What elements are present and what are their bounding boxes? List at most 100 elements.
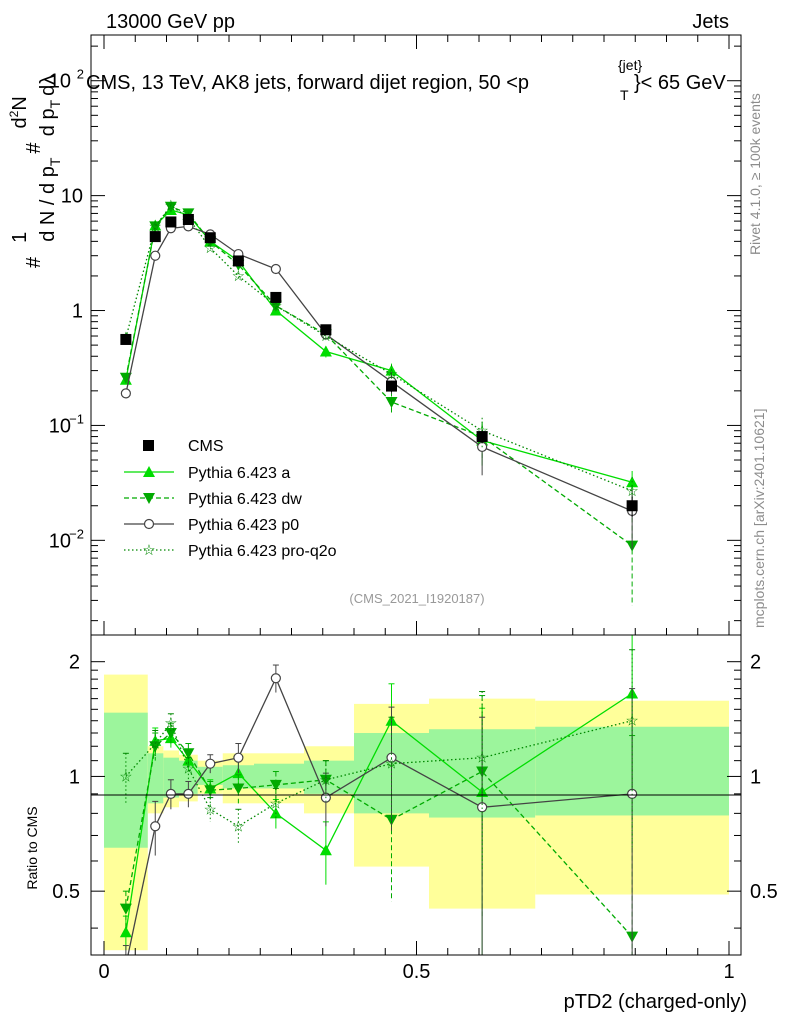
series-marker-1 [149, 221, 162, 233]
ratio-marker-1 [232, 783, 245, 795]
ratio-marker-0 [319, 844, 332, 856]
ratio-band-inner [163, 757, 179, 798]
y-tick-label: 10 [49, 71, 71, 93]
ratio-marker-3: ☆ [475, 750, 488, 767]
y-tick-label: 10 [61, 186, 83, 208]
ratio-marker-1 [182, 748, 195, 760]
y-tick-label-exp: −1 [69, 411, 84, 426]
y-tick-label: 10 [49, 530, 71, 552]
data-point [149, 231, 161, 243]
legend-marker-dw [143, 493, 155, 504]
chart-title-sup: {jet} [618, 57, 642, 73]
series-marker-1 [385, 396, 398, 408]
ratio-marker-3: ☆ [625, 713, 638, 730]
series-marker-0 [319, 345, 332, 357]
ratio-marker-3: ☆ [385, 756, 398, 773]
category-label: Jets [692, 11, 729, 33]
series-marker-3: ☆ [164, 198, 177, 215]
ratio-marker-2 [233, 752, 244, 763]
legend-label-pro: Pythia 6.423 pro-q2o [188, 543, 337, 560]
ratio-marker-3: ☆ [119, 768, 132, 785]
ratio-line-3 [125, 720, 633, 828]
ratio-marker-1 [119, 903, 132, 915]
y-axis-label: #1 d N / d pT#d2Nd pTdλ [7, 75, 63, 268]
series-marker-3: ☆ [625, 483, 638, 500]
legend: CMS Pythia 6.423 a Pythia 6.423 dw Pythi… [124, 438, 337, 560]
ratio-tick-label: 1 [69, 766, 80, 788]
data-point [120, 333, 132, 345]
data-point [386, 380, 397, 392]
ratio-marker-2 [150, 821, 161, 832]
ratio-marker-1 [164, 728, 177, 740]
series-line-3 [125, 204, 633, 492]
series-marker-3: ☆ [385, 366, 398, 383]
ratio-band-inner [179, 760, 198, 794]
series-line-1 [125, 206, 633, 547]
ratio-y-label: Ratio to CMS [24, 806, 40, 889]
legend-marker-p0 [143, 518, 155, 530]
ratio-tick-label: 2 [69, 652, 80, 674]
svg-text:#1d N / d pT#d2Nd pTdλ: #1 d N / d pT#d2Nd pTdλ [7, 75, 63, 268]
series-marker-1 [164, 201, 177, 213]
site-label: mcplots.cern.ch [arXiv:2401.10621] [751, 409, 767, 628]
data-point [182, 213, 194, 225]
analysis-id: (CMS_2021_I1920187) [349, 591, 484, 606]
ratio-tick-label: 1 [750, 766, 761, 788]
data-point [476, 431, 488, 443]
x-axis-label: pTD2 (charged-only) [564, 991, 747, 1013]
ratio-marker-2 [165, 788, 176, 799]
ratio-marker-1 [269, 779, 282, 791]
chart-title: CMS, 13 TeV, AK8 jets, forward dijet reg… [86, 72, 529, 94]
ratio-marker-2 [270, 673, 281, 684]
ratio-marker-0 [119, 926, 132, 938]
y-tick-label-exp: −2 [69, 526, 84, 541]
ratio-marker-1 [204, 785, 217, 797]
x-tick-label: 0.5 [403, 961, 431, 983]
chart-title-end: }< 65 GeV [634, 72, 726, 94]
series-marker-1 [182, 208, 195, 220]
ratio-marker-3: ☆ [204, 801, 217, 818]
rivet-label: Rivet 4.1.0, ≥ 100k events [747, 93, 763, 255]
x-tick-label: 1 [723, 961, 734, 983]
chart-title-sub: T [620, 87, 629, 103]
data-point [232, 255, 244, 267]
y-tick-label: 1 [72, 301, 83, 323]
series-marker-1 [269, 300, 282, 312]
ratio-marker-3: ☆ [232, 818, 245, 835]
data-point [204, 232, 216, 244]
ratio-marker-3: ☆ [164, 715, 177, 732]
ratio-marker-2 [205, 758, 216, 769]
chart-title-main: CMS, 13 TeV, AK8 jets, forward dijet reg… [86, 72, 529, 94]
ratio-marker-3: ☆ [319, 772, 332, 789]
legend-marker-a [143, 466, 155, 477]
legend-label-cms: CMS [188, 438, 224, 455]
legend-label-dw: Pythia 6.423 dw [188, 491, 302, 508]
data-point [270, 291, 282, 303]
series-marker-3: ☆ [204, 240, 217, 257]
legend-marker-cms [143, 440, 154, 451]
legend-label-p0: Pythia 6.423 p0 [188, 517, 299, 534]
series-marker-3: ☆ [232, 268, 245, 285]
ratio-marker-3: ☆ [149, 736, 162, 753]
data-point [165, 216, 177, 228]
beam-label: 13000 GeV pp [106, 11, 235, 33]
ratio-marker-2 [121, 961, 130, 970]
x-tick-label: 0 [98, 961, 109, 983]
y-tick-label: 10 [49, 415, 71, 437]
ratio-tick-label: 0.5 [52, 881, 80, 903]
data-point [626, 500, 638, 512]
ratio-marker-3: ☆ [269, 795, 282, 812]
series-marker-2 [270, 263, 281, 275]
series-marker-2 [150, 250, 161, 261]
y-tick-label-exp: 2 [77, 67, 84, 82]
ratio-marker-3: ☆ [182, 760, 195, 777]
legend-label-a: Pythia 6.423 a [188, 465, 290, 482]
data-point [320, 324, 332, 336]
series-marker-2 [120, 388, 131, 399]
ratio-tick-label: 0.5 [750, 881, 778, 903]
main-panel-series: ☆☆☆☆☆☆☆☆☆☆☆ [119, 198, 639, 606]
legend-marker-pro: ☆ [142, 542, 155, 559]
series-marker-1 [119, 372, 132, 384]
